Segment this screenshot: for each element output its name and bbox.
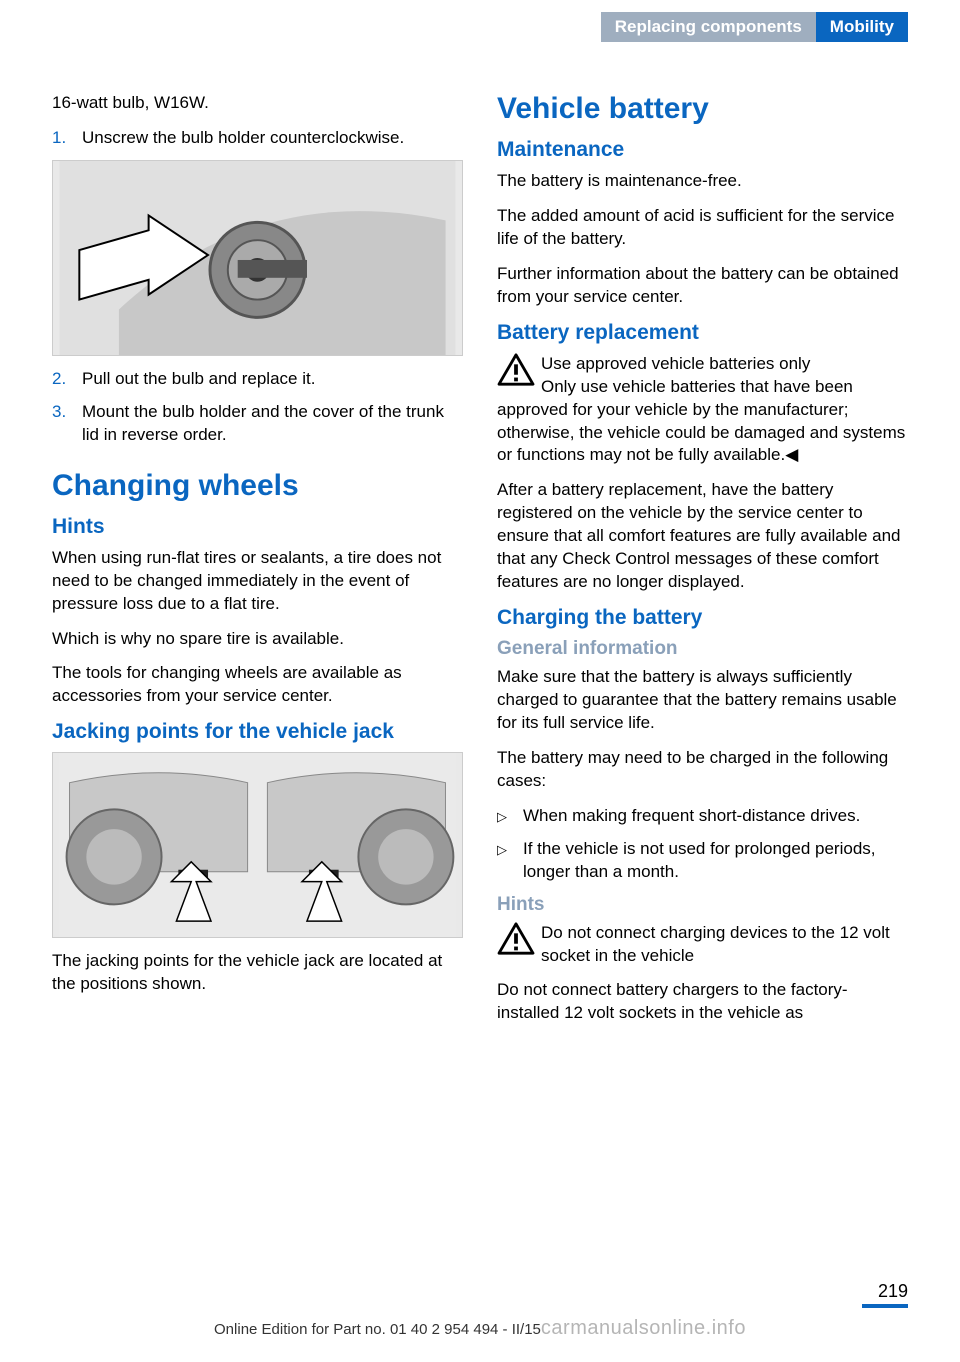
footer-edition-text: Online Edition for Part no. 01 40 2 954 …	[214, 1321, 541, 1338]
bullet-1: ▷ When making frequent short-distance dr…	[497, 805, 908, 828]
replace-p2: After a battery replacement, have the ba…	[497, 479, 908, 594]
hints-p1: When using run-flat tires or sealants, a…	[52, 547, 463, 616]
page-number: 219	[862, 1281, 908, 1302]
step-1: 1. Unscrew the bulb holder counterclockw…	[52, 127, 463, 150]
bullet-icon: ▷	[497, 838, 511, 884]
subheading-battery-replacement: Battery replacement	[497, 321, 908, 345]
page-header: Replacing components Mobility	[0, 0, 960, 42]
step-number: 3.	[52, 401, 70, 447]
hints-p2: Which is why no spare tire is available.	[52, 628, 463, 651]
general-p1: Make sure that the battery is always suf…	[497, 666, 908, 735]
hints-p3: The tools for changing wheels are availa…	[52, 662, 463, 708]
page-number-underline	[862, 1304, 908, 1308]
maint-p3: Further information about the battery ca…	[497, 263, 908, 309]
bulb-spec: 16-watt bulb, W16W.	[52, 92, 463, 115]
bullet-icon: ▷	[497, 805, 511, 828]
step-text: Mount the bulb holder and the cover of t…	[82, 401, 463, 447]
caution-block-charge: Do not connect charging devices to the 1…	[497, 922, 908, 968]
bulb-holder-illustration	[52, 160, 463, 356]
right-column: Vehicle battery Maintenance The battery …	[497, 92, 908, 1025]
step-3: 3. Mount the bulb holder and the cover o…	[52, 401, 463, 447]
bullet-text: When making frequent short-distance driv…	[523, 805, 860, 828]
step-number: 1.	[52, 127, 70, 150]
caution-body: Only use vehicle batteries that have bee…	[497, 377, 905, 465]
caution-title: Use approved vehicle batteries only	[541, 354, 810, 373]
content-area: 16-watt bulb, W16W. 1. Unscrew the bulb …	[0, 42, 960, 1025]
maint-p2: The added amount of acid is sufficient f…	[497, 205, 908, 251]
subheading-jacking-points: Jacking points for the vehicle jack	[52, 720, 463, 744]
general-p2: The battery may need to be charged in th…	[497, 747, 908, 793]
subheading-general-info: General information	[497, 638, 908, 660]
step-2: 2. Pull out the bulb and replace it.	[52, 368, 463, 391]
left-column: 16-watt bulb, W16W. 1. Unscrew the bulb …	[52, 92, 463, 1025]
bullet-2: ▷ If the vehicle is not used for prolong…	[497, 838, 908, 884]
caution-icon	[497, 353, 535, 387]
subheading-maintenance: Maintenance	[497, 138, 908, 162]
jacking-points-text: The jacking points for the vehicle jack …	[52, 950, 463, 996]
charge-hints-p: Do not connect battery chargers to the f…	[497, 979, 908, 1025]
page-number-block: 219	[862, 1281, 908, 1308]
heading-vehicle-battery: Vehicle battery	[497, 92, 908, 126]
caution-title: Do not connect charging devices to the 1…	[541, 923, 890, 965]
step-text: Unscrew the bulb holder counterclockwise…	[82, 127, 404, 150]
footer: Online Edition for Part no. 01 40 2 954 …	[0, 1317, 960, 1340]
subheading-charging: Charging the battery	[497, 606, 908, 630]
header-crumb-chapter: Mobility	[816, 12, 908, 42]
bullet-text: If the vehicle is not used for prolonged…	[523, 838, 908, 884]
caution-block-replace: Use approved vehicle batteries only Only…	[497, 353, 908, 468]
footer-watermark: carmanualsonline.info	[541, 1317, 746, 1339]
jacking-points-illustration	[52, 752, 463, 938]
header-crumb-section: Replacing components	[601, 12, 816, 42]
heading-changing-wheels: Changing wheels	[52, 469, 463, 503]
step-number: 2.	[52, 368, 70, 391]
subheading-charge-hints: Hints	[497, 894, 908, 916]
caution-icon	[497, 922, 535, 956]
maint-p1: The battery is maintenance-free.	[497, 170, 908, 193]
step-text: Pull out the bulb and replace it.	[82, 368, 315, 391]
subheading-hints: Hints	[52, 515, 463, 539]
